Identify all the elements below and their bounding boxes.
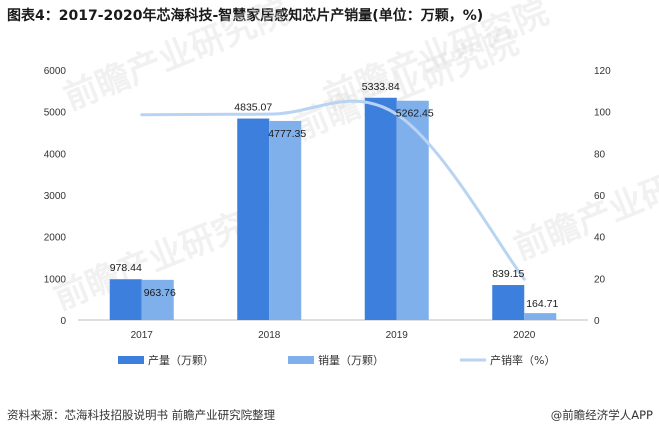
bar-sales <box>141 279 174 320</box>
legend-label: 产量（万颗） <box>148 353 214 367</box>
bar-production <box>492 285 525 320</box>
data-label-production: 4835.07 <box>234 102 272 114</box>
y-left-tick-label: 6000 <box>44 66 67 77</box>
data-labels: 978.44 963.76 4835.07 4777.35 5333.84 5262.45… <box>110 81 559 310</box>
data-label-production: 978.44 <box>110 262 142 274</box>
bar-sales <box>269 120 302 320</box>
y-left-tick-label: 2000 <box>44 233 67 244</box>
data-label-sales: 164.71 <box>526 298 558 310</box>
source-note: 资料来源：芯海科技招股说明书 前瞻产业研究院整理 <box>7 408 276 422</box>
y-right-tick-label: 40 <box>594 233 606 244</box>
y-right-tick-label: 100 <box>594 108 611 119</box>
y-right-tick-label: 80 <box>594 149 606 160</box>
left-axis-ticks: 0 1000 2000 3000 4000 5000 6000 <box>44 66 67 327</box>
data-label-production: 839.15 <box>492 268 524 280</box>
data-label-production: 5333.84 <box>362 81 400 93</box>
bar-production <box>109 279 142 320</box>
bar-production <box>364 97 397 320</box>
legend-swatch <box>118 356 144 364</box>
y-right-tick-label: 60 <box>594 191 606 202</box>
bars <box>109 97 557 320</box>
data-label-sales: 5262.45 <box>396 108 434 120</box>
x-axis-ticks: 2017 2018 2019 2020 <box>131 330 536 341</box>
series-line-rate <box>140 99 526 281</box>
y-left-tick-label: 3000 <box>44 191 67 202</box>
legend-swatch <box>288 356 314 364</box>
y-right-tick-label: 0 <box>594 316 600 327</box>
x-tick-label: 2018 <box>258 330 281 341</box>
brand-credit: @前瞻经济学人APP <box>550 408 653 422</box>
legend: 产量（万颗） 销量（万颗） 产销率（%） <box>118 353 555 367</box>
watermark-text: 前瞻产业研究院 <box>508 142 659 268</box>
y-left-tick-label: 1000 <box>44 274 67 285</box>
legend-label: 销量（万颗） <box>318 353 384 367</box>
bar-sales <box>396 100 429 320</box>
legend-label: 产销率（%） <box>490 353 555 367</box>
bar-production <box>237 118 270 320</box>
y-left-tick-label: 5000 <box>44 108 67 119</box>
x-tick-label: 2020 <box>513 330 536 341</box>
data-label-sales: 963.76 <box>144 287 176 299</box>
chart-title: 图表4：2017-2020年芯海科技-智慧家居感知芯片产销量(单位：万颗，%) <box>7 8 484 24</box>
right-axis-ticks: 0 20 40 60 80 100 120 <box>594 66 611 327</box>
y-left-tick-label: 4000 <box>44 149 67 160</box>
data-label-sales: 4777.35 <box>268 128 306 140</box>
x-tick-label: 2019 <box>386 330 409 341</box>
y-left-tick-label: 0 <box>60 316 66 327</box>
y-right-tick-label: 120 <box>594 66 611 77</box>
y-right-tick-label: 20 <box>594 274 606 285</box>
bar-sales <box>524 313 557 320</box>
x-tick-label: 2017 <box>131 330 154 341</box>
